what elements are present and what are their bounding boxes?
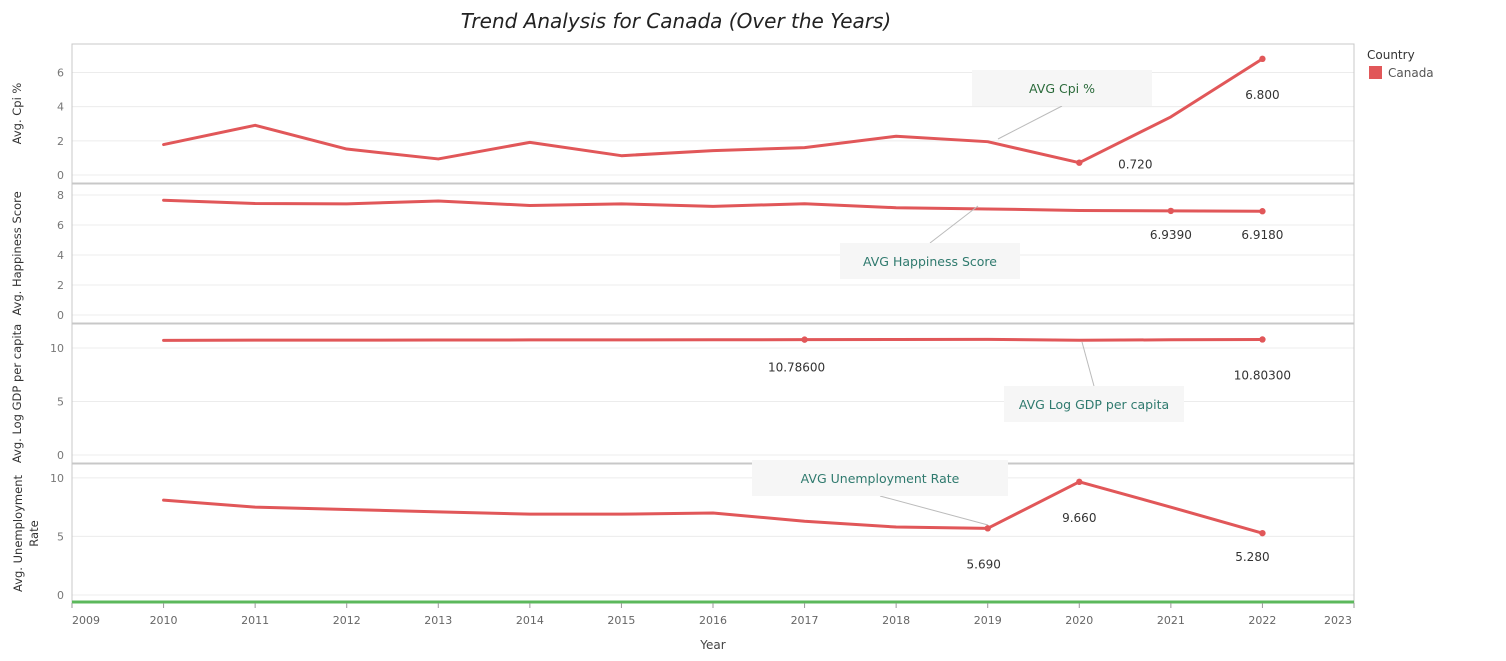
x-axis-title: Year [699, 638, 725, 652]
panel-3: 0 5 10 Avg. Log GDP per capita AVG Log GDP p… [10, 323, 1355, 464]
annotation-box [972, 70, 1152, 106]
data-label: 6.800 [1245, 88, 1279, 102]
y-tick-label: 0 [57, 309, 64, 322]
annotation-pointer [929, 205, 979, 244]
x-tick-label: 2011 [241, 614, 269, 627]
y-tick-label: 5 [57, 530, 64, 543]
panel-1: 0 2 4 6 Avg. Cpi % AVG Cpi % 0.720 6.800 [10, 43, 1355, 184]
annotation-pointer [879, 495, 989, 526]
annotation-box [1004, 386, 1184, 422]
y-tick-label: 5 [57, 396, 64, 409]
data-label: 6.9390 [1150, 228, 1192, 242]
annotation-label: AVG Unemployment Rate [801, 471, 960, 486]
data-point[interactable] [1259, 336, 1266, 343]
annotation-box [752, 460, 1008, 496]
y-tick-label: 10 [50, 472, 64, 485]
data-point[interactable] [1167, 207, 1175, 215]
data-point[interactable] [1076, 159, 1083, 166]
x-tick-label: 2021 [1157, 614, 1185, 627]
x-tick-label: 2014 [516, 614, 544, 627]
x-tick-label: 2023 [1324, 614, 1352, 627]
series-line-canada[interactable] [162, 337, 1264, 342]
y-tick-label: 2 [57, 279, 64, 292]
panel-frame [71, 323, 1355, 464]
annotation-box [840, 243, 1020, 279]
y-tick-label: 2 [57, 135, 64, 148]
x-tick-label: 2018 [882, 614, 910, 627]
data-label: 5.280 [1235, 550, 1269, 564]
y-tick-label: 10 [50, 342, 64, 355]
panel-frame [71, 463, 1355, 604]
x-tick-label: 2010 [150, 614, 178, 627]
data-label: 0.720 [1118, 158, 1152, 172]
data-point[interactable] [801, 336, 808, 343]
chart-panels: 0 2 4 6 Avg. Cpi % AVG Cpi % 0.720 6.800 0 2 4 6 8 Av… [10, 43, 1355, 604]
data-label: 10.80300 [1234, 368, 1291, 382]
y-tick-label: 4 [57, 249, 64, 262]
annotation-label: AVG Log GDP per capita [1019, 397, 1169, 412]
x-tick-label: 2015 [607, 614, 635, 627]
y-tick-label: 8 [57, 189, 64, 202]
data-label: 6.9180 [1241, 228, 1283, 242]
x-tick-label: 2020 [1065, 614, 1093, 627]
annotation-label: AVG Happiness Score [863, 254, 997, 269]
panel-frame [71, 43, 1355, 184]
series-line-canada[interactable] [162, 480, 1264, 535]
annotation-pointer [997, 105, 1063, 140]
x-axis: 2009 2010 2011 2012 2013 2014 2015 2016 2017 2018… [71, 600, 1355, 627]
y-axis-title: Avg. Unemployment Rate [11, 475, 41, 592]
legend-title: Country [1367, 48, 1415, 62]
y-axis-title: Avg. Happiness Score [10, 191, 24, 315]
x-tick-label: 2022 [1248, 614, 1276, 627]
x-tick-label: 2019 [974, 614, 1002, 627]
y-tick-label: 0 [57, 589, 64, 602]
y-axis-title: Avg. Cpi % [10, 83, 24, 145]
x-tick-label: 2017 [791, 614, 819, 627]
chart-title: Trend Analysis for Canada (Over the Year… [461, 9, 891, 33]
x-tick-label: 2016 [699, 614, 727, 627]
legend: Country Canada [1367, 48, 1434, 80]
y-tick-label: 0 [57, 169, 64, 182]
annotation-pointer [1081, 341, 1095, 387]
y-tick-label: 0 [57, 449, 64, 462]
data-point[interactable] [1259, 208, 1266, 215]
legend-item-canada[interactable]: Canada [1388, 66, 1434, 80]
panel-4: 0 5 10 Avg. Unemployment Rate AVG Unemploymen… [11, 460, 1355, 604]
legend-swatch-canada[interactable] [1369, 66, 1382, 79]
data-label: 9.660 [1062, 511, 1096, 525]
y-tick-label: 6 [57, 67, 64, 80]
data-point[interactable] [1259, 529, 1266, 537]
annotation-label: AVG Cpi % [1029, 81, 1095, 96]
x-tick-label: 2009 [72, 614, 100, 627]
x-tick-label: 2013 [424, 614, 452, 627]
series-line-canada[interactable] [162, 198, 1264, 213]
data-label: 10.78600 [768, 361, 825, 375]
data-point[interactable] [1259, 55, 1266, 63]
x-tick-label: 2012 [333, 614, 361, 627]
panel-2: 0 2 4 6 8 Avg. Happiness Score AVG Happiness S… [10, 183, 1355, 324]
data-label: 5.690 [967, 557, 1001, 571]
y-axis-title: Avg. Log GDP per capita [10, 324, 24, 463]
data-point[interactable] [984, 525, 991, 532]
panel-frame [71, 183, 1355, 324]
y-tick-label: 6 [57, 219, 64, 232]
y-tick-label: 4 [57, 101, 64, 114]
data-point[interactable] [1076, 478, 1083, 486]
